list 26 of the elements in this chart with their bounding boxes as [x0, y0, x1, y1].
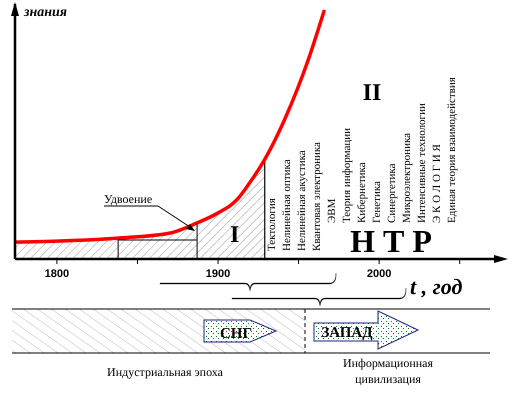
x-tick-label: 1900	[206, 268, 230, 280]
annotation: Удвоение	[104, 192, 152, 206]
annotation: Нелинейная оптика	[281, 159, 293, 251]
annotation: Интенсивные технологии	[416, 103, 428, 223]
annotation: Микроэлектроника	[401, 132, 413, 223]
annotation: II	[362, 80, 382, 106]
y-axis-title: знания	[23, 5, 68, 20]
text: Информационная цивилизация	[342, 356, 434, 386]
annotation: Э К О Л О Г И Я	[431, 144, 443, 223]
annotation: Теория информации	[341, 128, 353, 223]
x-tick-label: 2000	[366, 268, 392, 280]
annotation: ЭВМ	[326, 198, 338, 223]
annotation: Нелинейная акустика	[296, 150, 308, 251]
annotation: Генетика	[371, 180, 383, 223]
annotation: Квантовая электроника	[311, 142, 323, 251]
annotation: Синергетика	[386, 163, 398, 223]
text: СНГ	[220, 326, 252, 342]
x-tick-label: 1800	[44, 268, 70, 280]
annotation: Тектология	[266, 198, 278, 251]
x-axis-title: t , год	[410, 274, 462, 299]
annotation: Единая теория взаимодействия	[446, 77, 458, 223]
annotation: Н Т Р	[350, 223, 432, 259]
text: ЗАПАД	[321, 325, 374, 341]
text: Индустриальная эпоха	[107, 365, 224, 379]
annotation: Кибернетика	[356, 162, 368, 223]
annotation: I	[230, 222, 240, 248]
